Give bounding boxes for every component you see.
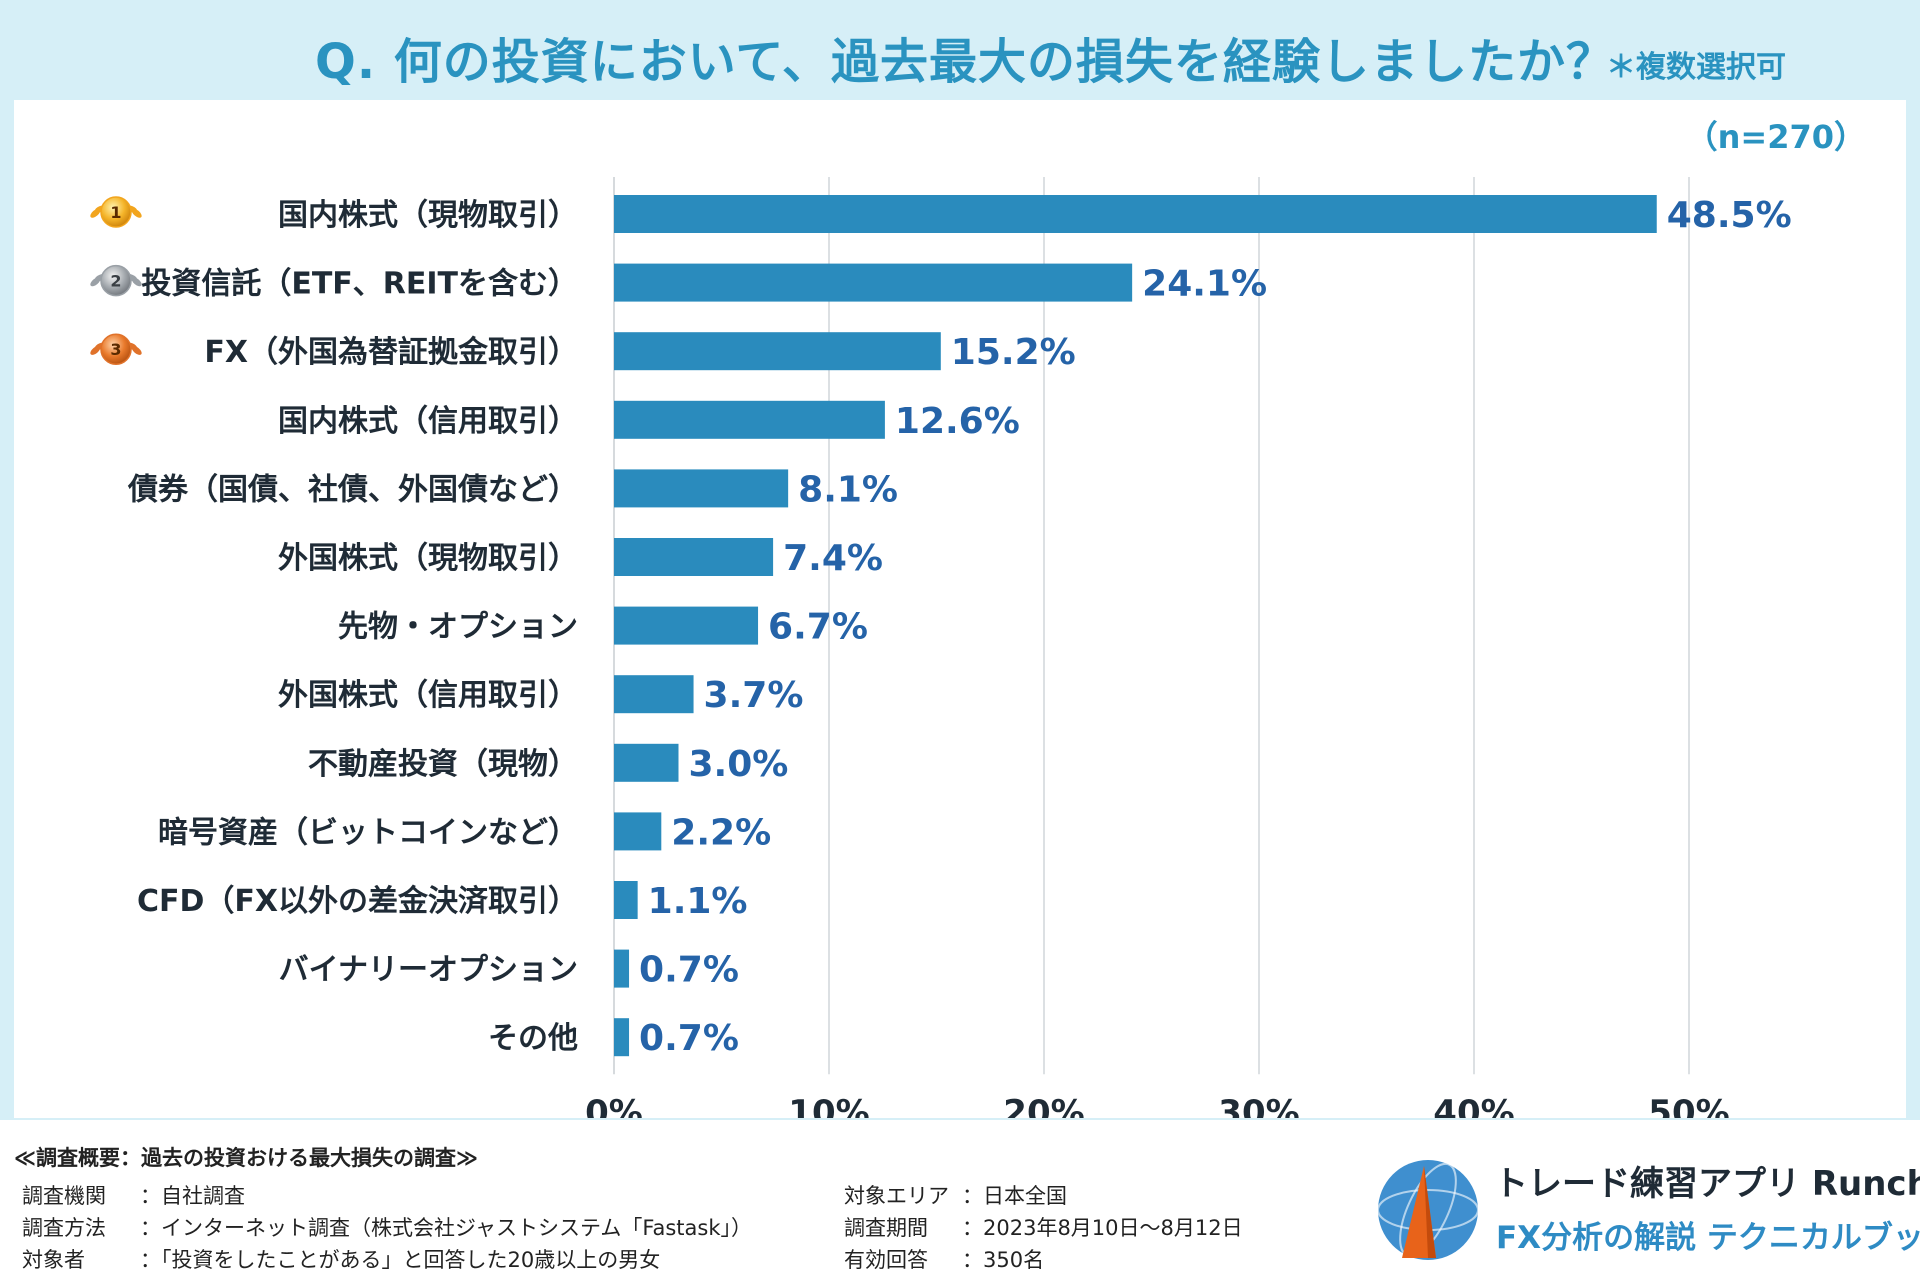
category-label: FX（外国為替証拠金取引） [204, 335, 578, 370]
survey-method-label: 調査方法 [22, 1216, 106, 1240]
category-label: 暗号資産（ビットコインなど） [158, 815, 578, 850]
page-title: Q. 何の投資において、過去最大の損失を経験しましたか？ [315, 34, 1615, 90]
survey-heading: ≪調査概要：過去の投資おける最大損失の調査≫ [14, 1146, 478, 1170]
value-label: 3.7% [704, 675, 804, 716]
survey-area-label: 対象エリア [844, 1184, 949, 1208]
footer: ≪調査概要：過去の投資おける最大損失の調査≫ 調査機関 ：自社調査 調査方法 ：… [0, 1120, 1920, 1280]
category-label: 国内株式（現物取引） [278, 198, 578, 233]
bar [614, 263, 1133, 302]
brand-subtitle: FX分析の解説 テクニカルブック [1496, 1220, 1920, 1256]
category-label: 外国株式（信用取引） [278, 678, 578, 713]
value-label: 15.2% [951, 332, 1076, 373]
value-label: 2.2% [671, 812, 771, 853]
bar [614, 675, 694, 714]
bar-chart: 国内株式（現物取引） 48.5% 投資信託（ETF、REITを含む） 24.1% FX（… [90, 118, 1866, 1118]
rank-medal-icon: 1 [90, 196, 142, 228]
survey-target-label: 対象者 [22, 1248, 85, 1272]
survey-period-value: ：2023年8月10日〜8月12日 [962, 1216, 1243, 1240]
category-label: CFD（FX以外の差金決済取引） [137, 884, 578, 919]
bar [614, 743, 679, 782]
multiple-choice-note: ＊複数選択可 [1606, 50, 1786, 85]
category-label: 外国株式（現物取引） [278, 541, 578, 576]
rank-medal-icon: 3 [90, 333, 142, 365]
x-tick-label: 20% [1003, 1093, 1084, 1118]
survey-org-value: ：自社調査 [140, 1184, 245, 1208]
category-label: 先物・オプション [338, 610, 578, 645]
value-label: 0.7% [639, 950, 739, 991]
survey-org-label: 調査機関 [22, 1184, 106, 1208]
medal-disc [100, 264, 132, 297]
medal-rank-number: 3 [110, 340, 121, 359]
bar [614, 400, 885, 439]
value-label: 1.1% [648, 881, 748, 922]
category-label: その他 [488, 1021, 578, 1056]
bar [614, 195, 1657, 233]
bar [614, 1018, 630, 1057]
medal-disc [100, 333, 132, 365]
bar [614, 881, 638, 919]
bar [614, 949, 630, 988]
bar [614, 812, 662, 851]
bar [614, 332, 941, 371]
category-label: バイナリーオプション [279, 953, 578, 988]
sample-size-label: （n=270） [1686, 118, 1866, 156]
value-label: 3.0% [689, 744, 789, 785]
survey-target-value: ：「投資をしたことがある」と回答した20歳以上の男女 [140, 1248, 661, 1272]
survey-area-value: ：日本全国 [962, 1184, 1067, 1208]
value-label: 8.1% [798, 469, 898, 510]
category-label: 債券（国債、社債、外国債など） [127, 472, 578, 507]
x-tick-label: 40% [1433, 1093, 1514, 1118]
value-label: 24.1% [1142, 264, 1267, 305]
x-tick-label: 0% [585, 1093, 643, 1118]
category-label: 国内株式（信用取引） [278, 404, 578, 439]
value-label: 12.6% [895, 401, 1020, 442]
medal-rank-number: 2 [110, 272, 121, 291]
value-label: 48.5% [1667, 195, 1792, 236]
survey-method-value: ：インターネット調査（株式会社ジャストシステム「Fastask」） [140, 1216, 752, 1240]
brand-title: トレード練習アプリ Runcha [1494, 1164, 1920, 1204]
survey-responses-value: ：350名 [962, 1248, 1045, 1272]
x-tick-label: 50% [1648, 1093, 1729, 1118]
bar [614, 469, 789, 508]
survey-period-label: 調査期間 [844, 1216, 928, 1240]
value-label: 0.7% [639, 1018, 739, 1059]
value-label: 6.7% [768, 607, 868, 648]
medal-rank-number: 1 [110, 203, 121, 222]
runcha-logo-icon [1377, 1160, 1479, 1260]
category-label: 不動産投資（現物） [308, 747, 578, 782]
bar [614, 606, 759, 645]
medal-disc [100, 196, 132, 228]
survey-responses-label: 有効回答 [844, 1248, 928, 1272]
x-tick-label: 30% [1218, 1093, 1299, 1118]
x-tick-label: 10% [788, 1093, 869, 1118]
category-label: 投資信託（ETF、REITを含む） [141, 267, 578, 302]
value-label: 7.4% [783, 538, 883, 579]
rank-medal-icon: 2 [90, 264, 142, 297]
header-band: Q. 何の投資において、過去最大の損失を経験しましたか？ ＊複数選択可 [0, 0, 1920, 100]
bar [614, 538, 774, 576]
chart-panel: 国内株式（現物取引） 48.5% 投資信託（ETF、REITを含む） 24.1% FX（… [14, 100, 1906, 1118]
